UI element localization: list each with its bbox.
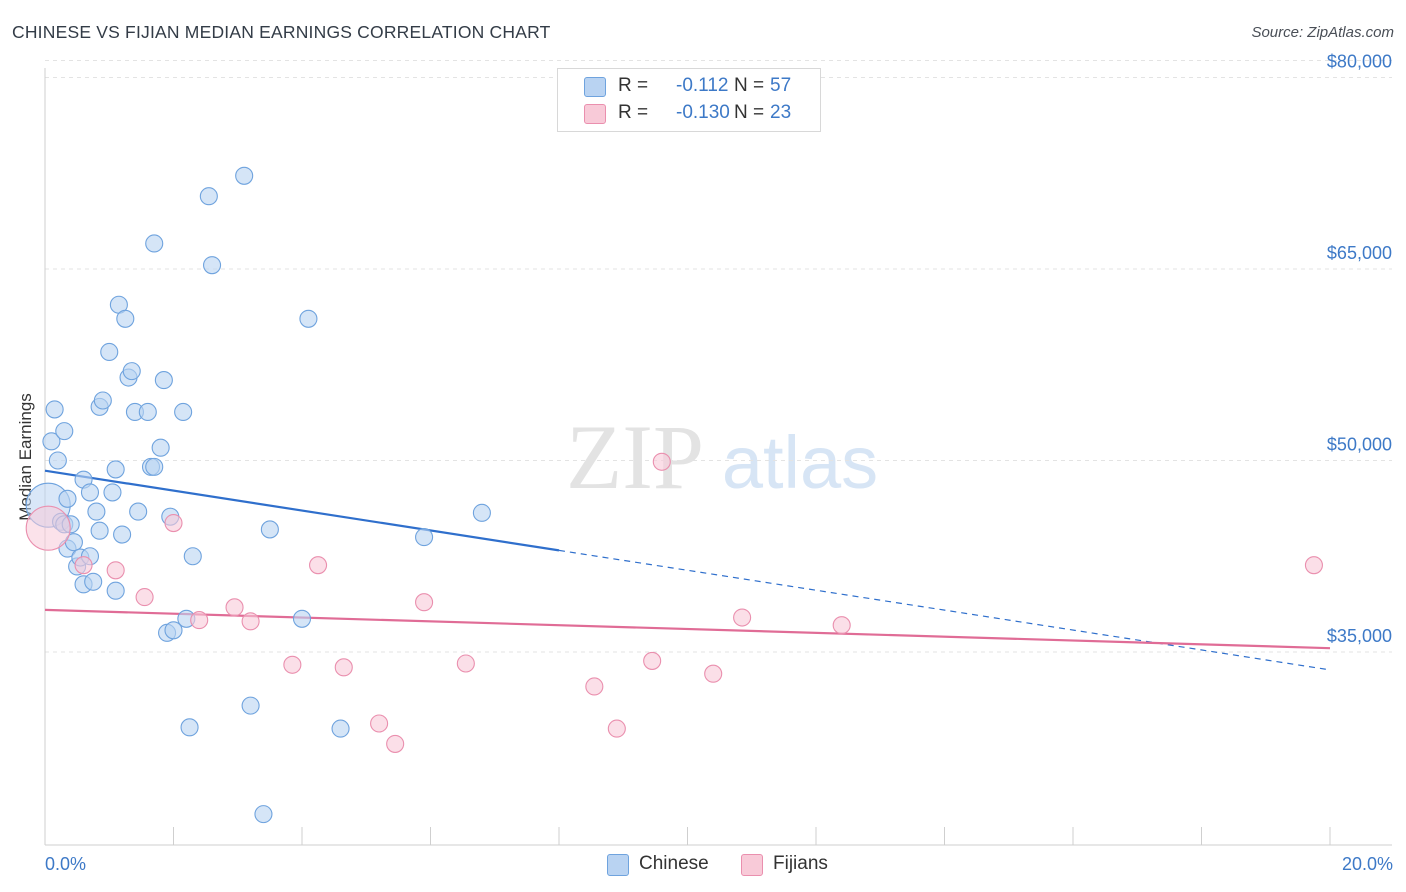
n-value: 23 xyxy=(770,102,792,123)
chinese-point xyxy=(106,460,125,479)
chinese-swatch xyxy=(607,854,629,876)
chinese-point xyxy=(55,422,74,441)
chinese-point xyxy=(90,521,109,540)
chinese-point xyxy=(84,572,103,591)
chinese-point xyxy=(235,166,254,185)
chinese-point xyxy=(87,502,106,521)
chinese-point xyxy=(145,457,164,476)
fijians-point xyxy=(832,616,851,635)
watermark: ZIP atlas xyxy=(566,406,878,508)
x-tick-label-max: 20.0% xyxy=(1342,854,1393,874)
fijians-point xyxy=(241,612,260,631)
chinese-point xyxy=(260,520,279,539)
correlation-legend: R = -0.112 N = 57 R = -0.130 N = 23 xyxy=(557,68,821,132)
chinese-point xyxy=(48,451,67,470)
chinese-point xyxy=(183,547,202,566)
chinese-point xyxy=(203,256,222,275)
n-label: N = xyxy=(734,102,765,123)
fijians-point xyxy=(334,658,353,677)
fijians-point xyxy=(190,611,209,630)
fijians-point xyxy=(415,593,434,612)
chinese-point xyxy=(472,503,491,522)
chinese-point xyxy=(103,483,122,502)
fijians-trend-line xyxy=(44,608,1331,650)
fijians-point xyxy=(25,505,71,551)
fijians-point xyxy=(607,719,626,738)
fijians-swatch xyxy=(741,854,763,876)
fijians-point xyxy=(283,655,302,674)
chinese-point xyxy=(331,719,350,738)
chinese-point xyxy=(129,502,148,521)
fijians-point xyxy=(585,677,604,696)
x-tick-label-min: 0.0% xyxy=(45,854,86,874)
r-label: R = xyxy=(618,75,649,96)
chinese-point xyxy=(145,234,164,253)
chinese-point xyxy=(154,371,173,390)
chinese-point xyxy=(199,187,218,206)
watermark-atlas: atlas xyxy=(722,421,878,504)
chinese-trend-extension xyxy=(558,549,1331,671)
fijians-point xyxy=(164,514,183,533)
fijians-point xyxy=(74,556,93,575)
fijians-point xyxy=(370,714,389,733)
fijians-point xyxy=(309,556,328,575)
r-label: R = xyxy=(618,102,649,123)
tick-labels: $35,000 $50,000 $65,000 $80,000 0.0% 20.0% xyxy=(45,52,1393,875)
fijians-point xyxy=(652,452,671,471)
chinese-point xyxy=(254,805,273,824)
r-value: -0.130 xyxy=(676,102,730,123)
fijians-point xyxy=(733,608,752,627)
chinese-point xyxy=(299,309,318,328)
data-points xyxy=(25,166,1323,824)
chinese-point xyxy=(174,402,193,422)
chinese-point xyxy=(45,400,64,419)
fijians-point xyxy=(704,664,723,683)
series-legend: Chinese Fijians xyxy=(0,852,1406,878)
y-tick-label: $50,000 xyxy=(1327,435,1392,455)
chinese-point xyxy=(93,391,112,410)
chinese-trend-line xyxy=(44,469,560,552)
fijians-point xyxy=(456,654,475,673)
chinese-point xyxy=(42,432,61,451)
fijians-point xyxy=(135,588,154,607)
fijians-point xyxy=(106,561,125,580)
fijians-point xyxy=(386,734,405,753)
chinese-point xyxy=(180,718,199,737)
trend-lines xyxy=(44,469,1331,671)
fijians-swatch xyxy=(584,104,606,124)
chinese-swatch xyxy=(584,77,606,97)
fijians-point xyxy=(1304,556,1323,575)
chinese-point xyxy=(241,696,260,715)
chinese-point xyxy=(292,609,312,628)
legend-label-fijians: Fijians xyxy=(773,853,828,874)
chinese-point xyxy=(116,309,135,328)
n-value: 57 xyxy=(770,75,792,96)
chinese-point xyxy=(58,489,77,508)
legend-label-chinese: Chinese xyxy=(639,853,709,874)
chinese-point xyxy=(164,621,183,640)
chinese-point xyxy=(100,342,119,362)
watermark-zip: ZIP xyxy=(566,406,704,508)
y-tick-label: $35,000 xyxy=(1327,626,1392,646)
chinese-point xyxy=(106,581,125,600)
chinese-point xyxy=(113,525,132,544)
gridlines xyxy=(45,60,1392,653)
r-value: -0.112 xyxy=(676,75,729,96)
y-tick-label: $80,000 xyxy=(1327,52,1392,72)
chinese-point xyxy=(122,362,141,381)
fijians-point xyxy=(225,598,244,617)
chinese-point xyxy=(80,483,100,502)
chinese-point xyxy=(415,528,434,547)
axes xyxy=(44,68,1392,846)
fijians-point xyxy=(643,651,662,670)
chinese-point xyxy=(151,438,170,457)
y-tick-label: $65,000 xyxy=(1327,243,1392,263)
chinese-point xyxy=(138,402,157,422)
chart-title: CHINESE VS FIJIAN MEDIAN EARNINGS CORREL… xyxy=(12,22,551,42)
n-label: N = xyxy=(734,75,765,96)
source-label: Source: ZipAtlas.com xyxy=(1251,24,1394,41)
